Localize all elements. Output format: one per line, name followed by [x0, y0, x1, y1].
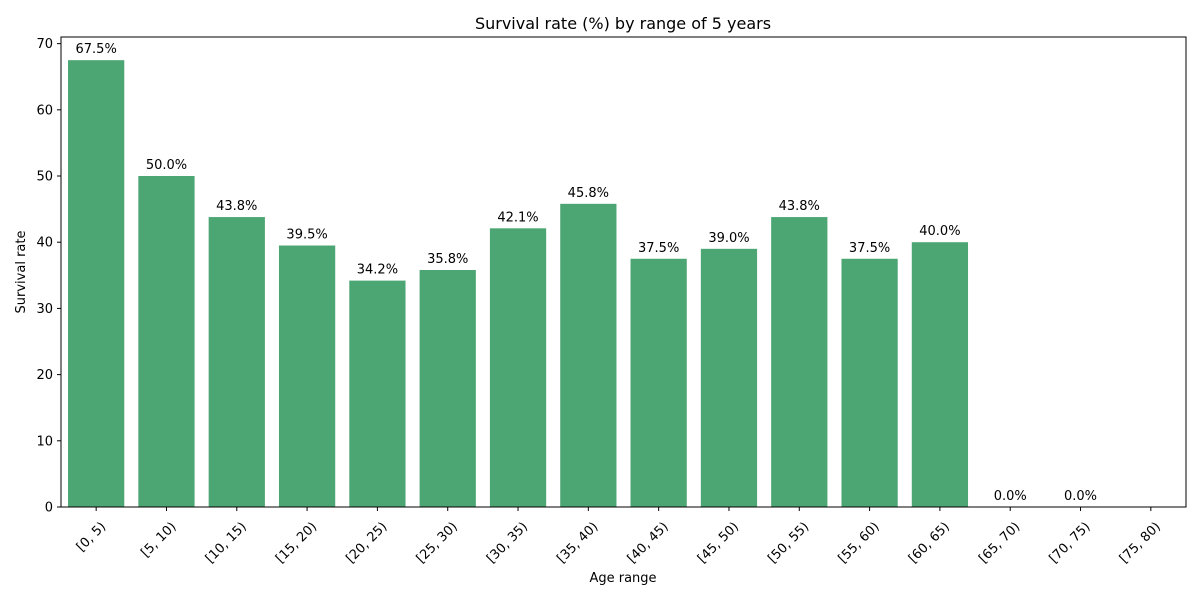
data-label: 37.5%	[849, 241, 890, 256]
x-tick-label: [10, 15)	[203, 519, 250, 566]
x-tick-label: [35, 40)	[554, 519, 601, 566]
y-tick-label: 30	[36, 302, 53, 317]
bar	[560, 203, 617, 507]
data-label: 45.8%	[568, 186, 609, 201]
x-tick-label: [20, 25)	[343, 519, 390, 566]
bar	[911, 242, 969, 507]
bar	[349, 280, 406, 507]
chart-title: Survival rate (%) by range of 5 years	[475, 14, 771, 33]
x-tick-label: [70, 75)	[1047, 519, 1094, 566]
bar	[489, 228, 547, 507]
y-tick-label: 50	[36, 170, 53, 185]
x-tick-label: [55, 60)	[836, 519, 883, 566]
y-tick-label: 60	[36, 103, 53, 118]
bar	[138, 176, 195, 507]
y-tick-label: 10	[36, 434, 53, 449]
data-label: 0.0%	[1064, 489, 1097, 504]
x-tick-label: [50, 55)	[765, 519, 812, 566]
y-tick-label: 20	[36, 368, 53, 383]
data-label: 37.5%	[638, 241, 679, 256]
data-label: 0.0%	[994, 489, 1027, 504]
y-axis: 0 10 20 30 40 50 60 70	[36, 37, 61, 516]
x-tick-label: [5, 10)	[138, 519, 179, 560]
bar	[630, 258, 687, 507]
x-tick-label: [60, 65)	[906, 519, 953, 566]
y-tick-label: 70	[36, 37, 53, 52]
y-tick-label: 40	[36, 236, 53, 251]
x-tick-label: [75, 80)	[1117, 519, 1164, 566]
x-axis: [0, 5) [5, 10) [10, 15) [15, 20) [20, 25) [25…	[74, 507, 1164, 566]
x-tick-label: [25, 30)	[414, 519, 461, 566]
data-label: 34.2%	[357, 263, 398, 278]
x-axis-label: Age range	[589, 571, 656, 586]
data-label: 43.8%	[216, 199, 257, 214]
data-label: 40.0%	[919, 224, 960, 239]
x-tick-label: [30, 35)	[484, 519, 531, 566]
data-label: 42.1%	[497, 210, 538, 225]
data-label: 39.5%	[286, 228, 327, 243]
y-axis-label: Survival rate	[14, 231, 29, 314]
data-label: 50.0%	[146, 158, 187, 173]
bar	[419, 270, 476, 507]
data-label: 43.8%	[779, 199, 820, 214]
bars-group	[68, 60, 969, 508]
data-labels-group: 67.5% 50.0% 43.8% 39.5% 34.2% 35.8% 42.1% 45.8%…	[76, 42, 1098, 504]
data-label: 35.8%	[427, 252, 468, 267]
bar	[278, 245, 336, 507]
x-tick-label: [0, 5)	[74, 519, 109, 554]
y-tick-label: 0	[45, 501, 53, 516]
x-tick-label: [65, 70)	[976, 519, 1023, 566]
bar	[771, 217, 828, 507]
data-label: 39.0%	[708, 231, 749, 246]
x-tick-label: [45, 50)	[695, 519, 742, 566]
bar	[841, 258, 898, 507]
x-tick-label: [40, 45)	[625, 519, 672, 566]
data-label: 67.5%	[76, 42, 117, 57]
plot-frame	[60, 36, 1187, 508]
x-tick-label: [15, 20)	[273, 519, 320, 566]
bar	[208, 217, 265, 507]
bar	[68, 60, 125, 508]
bar	[700, 248, 758, 507]
